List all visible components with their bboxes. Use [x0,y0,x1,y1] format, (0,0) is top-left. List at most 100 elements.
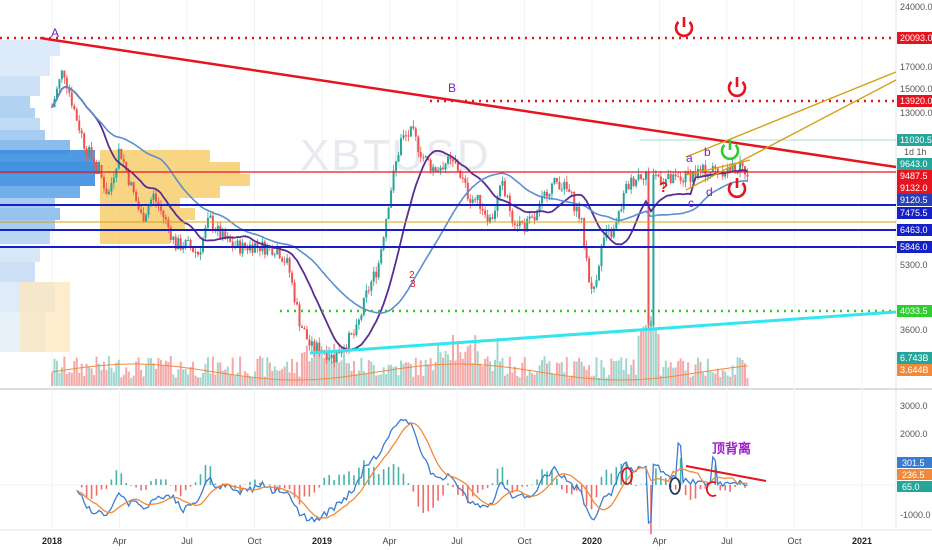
macd-hist-bar [184,485,187,491]
candle-body [135,192,138,202]
volume-bar [197,377,200,386]
volume-bar [533,374,536,386]
volume-bar [699,361,702,386]
volume-bar [357,370,360,386]
candle-body [583,218,586,247]
volume-bar [615,360,618,386]
macd-hist-bar [511,485,514,493]
svg-text:236.5: 236.5 [902,470,925,480]
candle-body [283,261,286,263]
candle-body [75,109,78,121]
macd-hist-bar [412,485,415,492]
volume-bar [375,375,378,386]
volume-bar [560,362,563,386]
candle-body [375,271,378,278]
candle-body [659,176,662,185]
volume-bar [610,358,613,386]
candle-body [140,209,143,213]
volume-bar [538,365,541,386]
candle-body [93,158,96,165]
macd-circle-dark [669,477,681,495]
volume-bar [226,366,229,386]
candle-body [568,189,571,193]
x-tick-label: Jul [721,536,733,546]
macd-hist-bar [561,485,563,490]
price-badge-label: 11030.5 [900,135,932,145]
macd-hist-bar [194,482,197,485]
macd-hist-bar [605,469,608,485]
macd-hist-bar [343,474,345,485]
volume-bar [632,359,635,386]
volume-bar [617,360,620,386]
volume-bar [147,358,150,386]
price-badge [897,134,932,146]
volume-bar [300,353,303,386]
candle-body [575,206,578,212]
candle-body [177,238,180,250]
volume-bar [427,364,430,386]
macd-hist-bar [501,466,504,485]
candle-body [674,174,677,177]
volume-bar [526,375,529,386]
candle-body [699,168,702,172]
wave-label-c: c [688,196,694,210]
candle-body [627,183,630,190]
macd-hist-bar [254,479,256,485]
volume-bar [209,373,212,386]
macd-hist-bar [155,478,157,485]
volume-bar [150,358,152,386]
volume-bar [696,357,699,386]
volume-bar [88,367,91,386]
volume-bar [55,360,58,386]
volume-bar [189,366,192,386]
profile-bar-buy [0,162,100,174]
volume-bar [541,360,544,386]
volume-bar [78,372,81,386]
candle-body [286,258,289,263]
volume-bar [256,358,259,386]
volume-bar [630,365,633,386]
candle-body [372,271,375,282]
candle-body [209,215,212,218]
candle-body [580,218,583,220]
candle-body [142,212,145,222]
volume-bar [370,361,373,386]
candle-body [464,178,467,183]
volume-bar [261,357,264,386]
macd-hist-bar [179,485,182,497]
macd-hist-bar [407,483,410,485]
volume-bar [127,371,130,386]
candle-body [154,193,157,202]
volume-bar [365,373,368,386]
gold-channel-mid [685,159,751,176]
candle-body [382,237,385,250]
volume-bar [437,344,440,386]
volume-bar [724,371,727,386]
candle-body [395,161,398,171]
volume-bar [474,335,477,386]
candle-body [585,246,588,259]
macd-hist-bar [674,485,677,490]
volume-bar [221,370,224,386]
volume-bar [734,374,737,386]
price-badge [897,352,932,364]
candle-body [273,254,276,256]
candle-body [216,225,219,232]
candle-body [402,135,405,139]
volume-bar [338,362,341,386]
candle-body [724,173,727,177]
volume-bar [657,333,660,386]
candle-body [397,155,400,162]
candle-body [51,106,53,108]
macd-hist-bar [640,484,642,485]
svg-text:3000.0: 3000.0 [900,401,928,411]
macd-hist-bar [714,464,717,485]
svg-text:301.5: 301.5 [902,458,925,468]
gold-channel-lower [685,79,897,191]
candle-body [345,347,348,349]
candle-body [256,243,259,247]
candle-body [367,290,370,292]
candle-body [424,156,427,158]
volume-bar [164,360,167,386]
candle-body [73,105,76,110]
